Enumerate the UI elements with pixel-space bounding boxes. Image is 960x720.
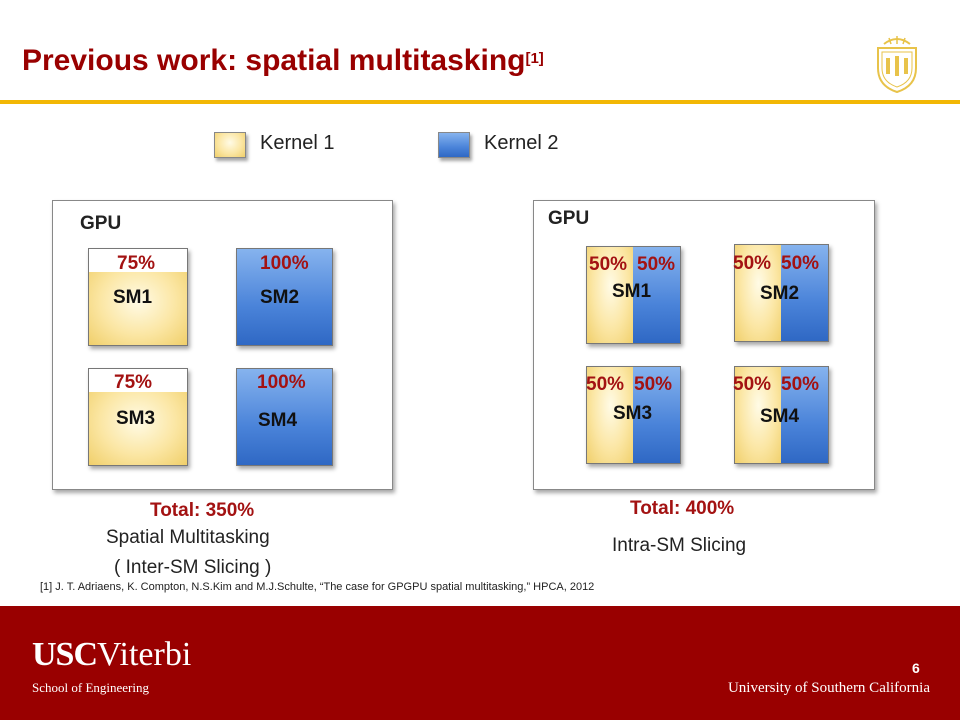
usc-seal-icon	[877, 36, 917, 94]
logo-usc: USC	[32, 636, 98, 673]
total-intra-sm: Total: 400%	[630, 498, 735, 519]
legend-label-kernel1: Kernel 1	[260, 132, 335, 154]
university-name: University of Southern California	[727, 680, 930, 696]
page-number: 6	[912, 660, 920, 676]
sm3-usage: 75%	[114, 372, 153, 393]
sm1-usage: 75%	[117, 253, 156, 274]
sm-block-sm2	[236, 248, 333, 346]
sm4-label: SM4	[760, 406, 800, 427]
sm-block-sm4	[236, 368, 333, 466]
sm2-label: SM2	[760, 283, 800, 304]
sm3-label: SM3	[613, 403, 653, 424]
sm4-label: SM4	[258, 410, 298, 431]
kernel1-fill	[89, 392, 187, 465]
kernel1-fill	[89, 272, 187, 345]
caption-spatial-multitasking: Spatial Multitasking	[106, 527, 270, 548]
gpu-label: GPU	[548, 208, 590, 229]
sm2-usage: 100%	[260, 253, 309, 274]
sm-block-sm1	[88, 248, 188, 346]
sm2-label: SM2	[260, 287, 300, 308]
sm3-kernel2-usage: 50%	[634, 374, 673, 395]
kernel2-half	[633, 367, 680, 463]
sm3-kernel1-usage: 50%	[586, 374, 625, 395]
sm-block-sm3	[586, 366, 681, 464]
footer-bar	[0, 606, 960, 720]
sm-block-sm1	[586, 246, 681, 344]
kernel2-half	[781, 367, 828, 463]
title-divider	[0, 100, 960, 104]
sm-block-sm3	[88, 368, 188, 466]
kernel1-half	[735, 245, 782, 341]
total-inter-sm: Total: 350%	[150, 500, 255, 521]
slide-title: Previous work: spatial multitasking[1]	[22, 44, 544, 78]
caption-inter-sm-slicing: ( Inter-SM Slicing )	[114, 557, 272, 578]
kernel1-half	[587, 247, 634, 343]
logo-viterbi: Viterbi	[97, 636, 192, 673]
sm4-usage: 100%	[257, 372, 306, 393]
title-citation: [1]	[525, 50, 544, 67]
sm1-kernel1-usage: 50%	[589, 254, 628, 275]
legend-label-kernel2: Kernel 2	[484, 132, 559, 154]
sm2-kernel2-usage: 50%	[781, 253, 820, 274]
kernel2-half	[633, 247, 680, 343]
sm4-kernel1-usage: 50%	[733, 374, 772, 395]
sm3-label: SM3	[116, 408, 156, 429]
sm2-kernel1-usage: 50%	[733, 253, 772, 274]
sm4-kernel2-usage: 50%	[781, 374, 820, 395]
citation-reference: [1] J. T. Adriaens, K. Compton, N.S.Kim …	[40, 581, 595, 593]
slide-title-text: Previous work: spatial multitasking	[22, 44, 526, 77]
kernel2-half	[781, 245, 828, 341]
legend-swatch-kernel2	[438, 132, 470, 158]
sm-block-sm2	[734, 244, 829, 342]
sm1-label: SM1	[612, 281, 652, 302]
sm1-label: SM1	[113, 287, 153, 308]
usc-viterbi-logo: USCViterbi	[32, 636, 191, 674]
caption-intra-sm-slicing: Intra-SM Slicing	[612, 535, 747, 556]
school-name: School of Engineering	[32, 680, 149, 695]
kernel1-half	[587, 367, 634, 463]
gpu-label: GPU	[80, 213, 122, 234]
sm-block-sm4	[734, 366, 829, 464]
sm1-kernel2-usage: 50%	[637, 254, 676, 275]
legend-swatch-kernel1	[214, 132, 246, 158]
kernel1-half	[735, 367, 782, 463]
